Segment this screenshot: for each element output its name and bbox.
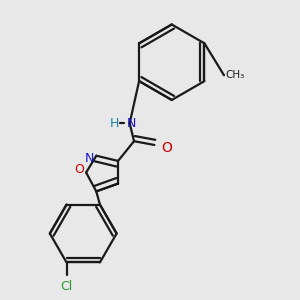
Text: O: O [74, 163, 84, 176]
Text: CH₃: CH₃ [226, 70, 245, 80]
Text: O: O [161, 141, 172, 155]
Text: Cl: Cl [60, 280, 73, 293]
Text: N: N [126, 117, 136, 130]
Text: N: N [84, 152, 94, 165]
Text: H: H [110, 117, 119, 130]
